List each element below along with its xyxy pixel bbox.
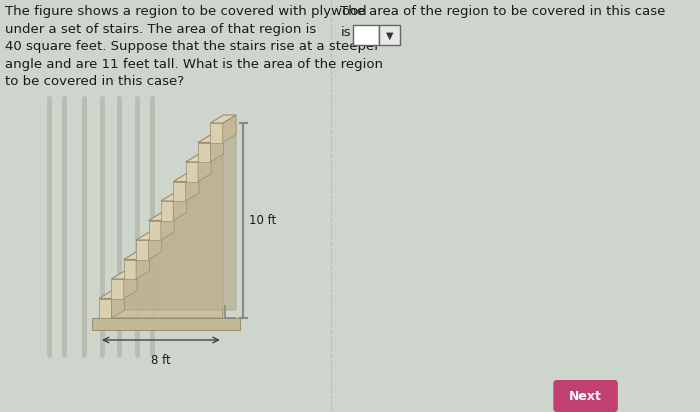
Polygon shape [174, 173, 199, 182]
Polygon shape [211, 123, 223, 143]
Polygon shape [161, 193, 186, 201]
Polygon shape [186, 173, 199, 201]
Polygon shape [111, 271, 137, 279]
Polygon shape [148, 232, 162, 260]
Polygon shape [148, 213, 174, 220]
Polygon shape [136, 251, 149, 279]
Polygon shape [124, 260, 136, 279]
Polygon shape [99, 123, 223, 318]
Polygon shape [112, 115, 236, 310]
Text: The figure shows a region to be covered with plywood
under a set of stairs. The : The figure shows a region to be covered … [6, 5, 384, 88]
FancyBboxPatch shape [379, 25, 400, 45]
Polygon shape [186, 154, 211, 162]
FancyBboxPatch shape [353, 25, 379, 45]
Polygon shape [186, 162, 198, 182]
Polygon shape [136, 240, 148, 260]
Polygon shape [174, 182, 186, 201]
Polygon shape [198, 154, 211, 182]
Polygon shape [211, 115, 236, 123]
Polygon shape [124, 271, 137, 299]
Polygon shape [111, 290, 125, 318]
Polygon shape [174, 193, 186, 220]
Polygon shape [223, 115, 236, 143]
Polygon shape [161, 201, 174, 220]
Text: Next: Next [569, 391, 602, 403]
Polygon shape [136, 232, 162, 240]
Polygon shape [198, 143, 211, 162]
Polygon shape [161, 213, 174, 240]
Polygon shape [99, 290, 125, 299]
Text: 10 ft: 10 ft [249, 214, 276, 227]
Text: ▼: ▼ [386, 31, 393, 41]
Polygon shape [211, 134, 223, 162]
Polygon shape [198, 134, 223, 143]
Polygon shape [148, 220, 161, 240]
Text: is: is [340, 26, 351, 39]
Polygon shape [99, 299, 111, 318]
Text: The area of the region to be covered in this case: The area of the region to be covered in … [340, 5, 666, 18]
Polygon shape [92, 318, 240, 330]
Polygon shape [124, 251, 149, 260]
FancyBboxPatch shape [553, 380, 618, 412]
Polygon shape [111, 279, 124, 299]
Text: 8 ft: 8 ft [151, 354, 171, 367]
